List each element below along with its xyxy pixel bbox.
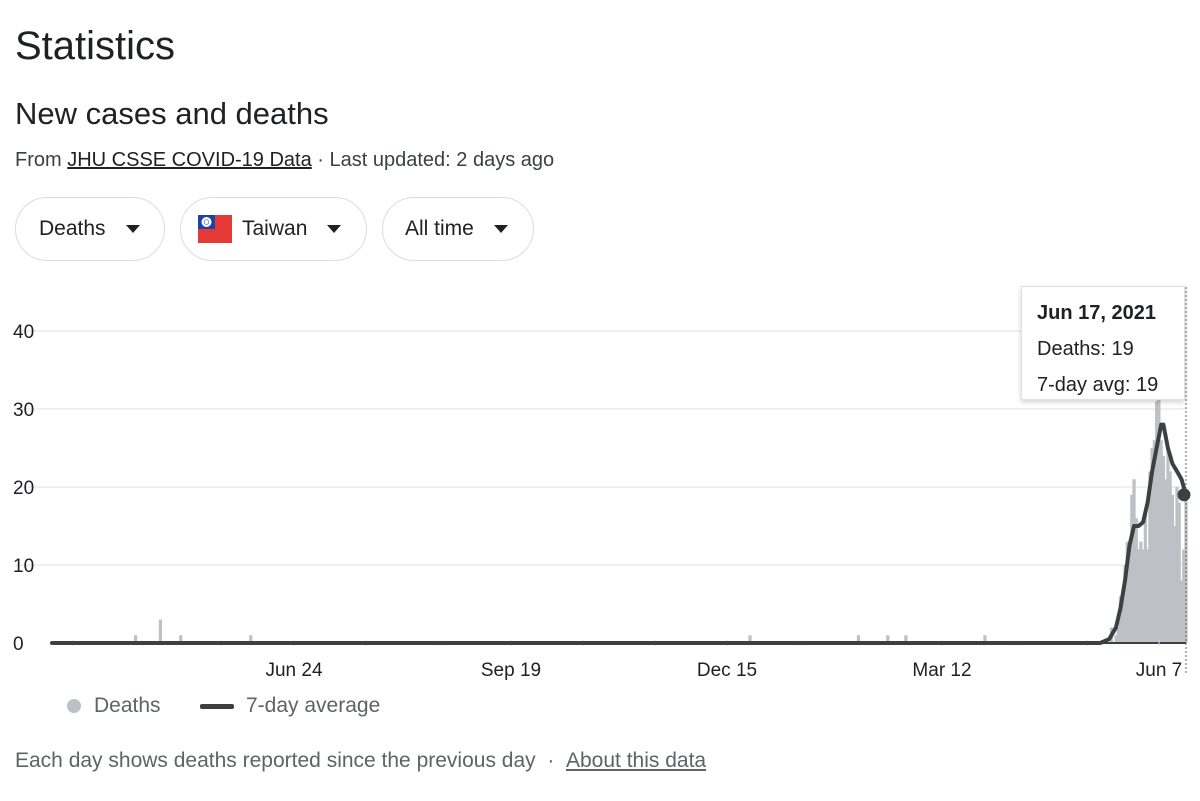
deaths-bar (1125, 541, 1129, 643)
deaths-bar (1157, 362, 1161, 643)
x-tick-label: Mar 12 (912, 660, 971, 681)
footer-text: Each day shows deaths reported since the… (15, 749, 536, 772)
time-range-dropdown-label: All time (405, 217, 474, 240)
deaths-bar (1143, 510, 1147, 643)
deaths-bar (1132, 479, 1136, 643)
chevron-down-icon (327, 225, 342, 233)
deaths-bar (1155, 401, 1159, 643)
deaths-bar (1141, 549, 1145, 643)
highlight-point (1177, 488, 1191, 502)
data-source: From JHU CSSE COVID-19 Data · Last updat… (15, 146, 554, 174)
deaths-bar (1170, 494, 1175, 643)
deaths-bar (158, 619, 163, 643)
legend-line-icon (200, 703, 234, 709)
x-tick-label: Sep 19 (481, 660, 541, 681)
deaths-bar (1116, 627, 1120, 643)
deaths-bar (179, 635, 183, 643)
average-line (50, 422, 1188, 645)
metric-dropdown-label: Deaths (39, 217, 106, 240)
y-tick-label: 10 (13, 556, 34, 577)
y-tick-label: 20 (13, 478, 34, 499)
chevron-down-icon (125, 225, 140, 233)
source-link[interactable]: JHU CSSE COVID-19 Data (67, 149, 312, 171)
x-tick-label: Jun 24 (265, 660, 322, 681)
last-updated: · Last updated: 2 days ago (311, 149, 555, 171)
deaths-bar (1175, 487, 1179, 643)
tooltip-date: Jun 17, 2021 (1037, 302, 1156, 324)
deaths-bar (1139, 541, 1143, 643)
deaths-bar (1121, 596, 1125, 643)
deaths-bar (886, 635, 890, 643)
region-dropdown-label: Taiwan (242, 217, 308, 240)
legend-item-average: 7-day average (200, 692, 380, 720)
chevron-down-icon (493, 225, 508, 233)
deaths-bar (1123, 565, 1127, 643)
y-tick-label: 0 (13, 634, 24, 655)
deaths-bar (1166, 448, 1170, 643)
deaths-bar (1173, 526, 1177, 643)
deaths-bar (1168, 471, 1172, 643)
legend-deaths-label: Deaths (94, 694, 161, 717)
tooltip-deaths: Deaths: 19 (1037, 338, 1134, 360)
legend-average-label: 7-day average (246, 694, 381, 717)
deaths-bar (1114, 635, 1118, 643)
deaths-bar (1161, 455, 1166, 643)
deaths-bar (904, 635, 908, 643)
legend-item-deaths: Deaths (67, 692, 161, 720)
deaths-bar (1179, 580, 1184, 643)
deaths-bar (133, 635, 138, 643)
y-tick-label: 40 (13, 322, 34, 343)
deaths-bar (1150, 448, 1154, 643)
tooltip-avg: 7-day avg: 19 (1037, 374, 1159, 396)
page-title: Statistics (15, 24, 176, 68)
taiwan-flag-icon (198, 215, 232, 243)
deaths-bar (856, 635, 861, 643)
y-tick-label: 30 (13, 400, 34, 421)
deaths-bar (1118, 596, 1123, 643)
deaths-bar (1134, 518, 1138, 643)
about-data-link[interactable]: About this data (566, 749, 707, 772)
region-dropdown[interactable]: Taiwan (180, 197, 367, 261)
x-tick-label: Dec 15 (697, 660, 757, 681)
deaths-bar (983, 635, 987, 643)
x-tick-label: Jun 7 (1136, 660, 1182, 681)
footer-note: Each day shows deaths reported since the… (15, 746, 706, 776)
deaths-bar (1177, 502, 1181, 643)
footer-separator: · (547, 749, 555, 772)
section-title: New cases and deaths (15, 96, 329, 131)
chart-tooltip: Jun 17, 2021 Deaths: 19 7-day avg: 19 (1021, 286, 1185, 400)
source-prefix: From (15, 149, 68, 171)
deaths-bar (1159, 440, 1163, 643)
metric-dropdown[interactable]: Deaths (15, 197, 165, 261)
deaths-bar (1152, 440, 1156, 643)
time-range-dropdown[interactable]: All time (382, 197, 534, 261)
deaths-bar (748, 635, 752, 643)
deaths-bar (1145, 549, 1150, 643)
deaths-bar (249, 635, 253, 643)
deaths-bar (1136, 549, 1141, 643)
deaths-bar (1182, 549, 1186, 643)
deaths-bar (1127, 549, 1132, 643)
legend-dot-icon (67, 699, 81, 713)
deaths-bar (1164, 479, 1168, 643)
deaths-bar (1148, 471, 1152, 643)
deaths-bar (1130, 494, 1134, 643)
